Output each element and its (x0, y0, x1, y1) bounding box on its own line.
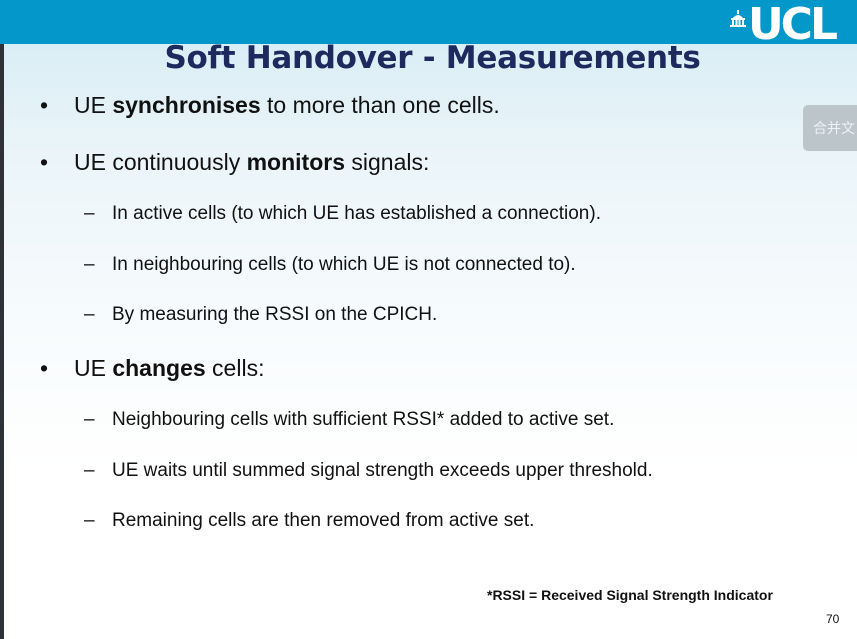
sub-bullet-text: Neighbouring cells with sufficient RSSI*… (112, 409, 615, 430)
text-run: cells: (205, 355, 265, 381)
footnote: *RSSI = Received Signal Strength Indicat… (487, 587, 773, 603)
emphasis-text: changes (112, 355, 206, 381)
bullet-marker: • (40, 92, 49, 118)
bullet-item: • UE continuously monitors signals: (40, 149, 429, 176)
sub-bullet-item: – By measuring the RSSI on the CPICH. (84, 304, 437, 326)
sub-bullet-item: – Remaining cells are then removed from a… (84, 510, 534, 532)
dash-marker: – (84, 460, 95, 481)
text-run: to more than one cells. (260, 92, 500, 118)
slide-title: Soft Handover - Measurements (164, 40, 701, 76)
sub-bullet-item: – Neighbouring cells with sufficient RSSI… (84, 409, 614, 431)
sub-bullet-text: UE waits until summed signal strength ex… (112, 460, 653, 481)
bullet-text: UE continuously monitors signals: (74, 149, 429, 175)
emphasis-text: synchronises (112, 92, 261, 118)
sub-bullet-text: In active cells (to which UE has establi… (112, 203, 601, 224)
sub-bullet-item: – UE waits until summed signal strength e… (84, 460, 653, 482)
dash-marker: – (84, 304, 95, 325)
window-left-edge (0, 0, 4, 639)
logo-text: UCL (747, 0, 838, 50)
sub-bullet-text: Remaining cells are then removed from ac… (112, 510, 535, 531)
ucl-portico-icon (729, 10, 746, 27)
text-run: signals: (344, 149, 430, 175)
sub-bullet-text: In neighbouring cells (to which UE is no… (112, 254, 576, 275)
text-run: UE (74, 92, 113, 118)
sub-bullet-text: By measuring the RSSI on the CPICH. (112, 304, 438, 325)
page-number: 70 (826, 612, 840, 626)
sub-bullet-item: – In neighbouring cells (to which UE is n… (84, 254, 576, 276)
dash-marker: – (84, 254, 95, 275)
dash-marker: – (84, 510, 95, 531)
bullet-item: • UE synchronises to more than one cells. (40, 92, 500, 119)
bullet-text: UE changes cells: (74, 355, 264, 381)
text-run: UE continuously (74, 149, 247, 175)
bullet-item: • UE changes cells: (40, 355, 264, 382)
emphasis-text: monitors (246, 149, 345, 175)
dash-marker: – (84, 409, 95, 430)
dash-marker: – (84, 203, 95, 224)
ucl-logo: UCL (729, 0, 838, 50)
bullet-marker: • (40, 149, 49, 175)
text-run: UE (74, 355, 113, 381)
sub-bullet-item: – In active cells (to which UE has establ… (84, 203, 601, 225)
bullet-marker: • (40, 355, 49, 381)
header-bar: UCL (0, 0, 857, 50)
bullet-text: UE synchronises to more than one cells. (74, 92, 500, 118)
merge-float-button[interactable]: 合并文 (803, 105, 857, 151)
